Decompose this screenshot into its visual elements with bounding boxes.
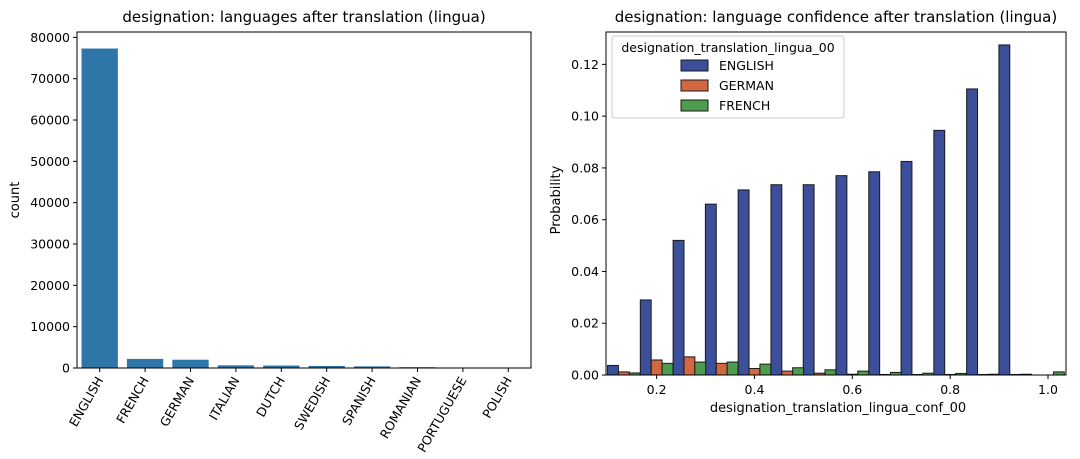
bar-french — [824, 369, 837, 376]
bar-english — [704, 203, 717, 376]
y-tick-label: 0.04 — [571, 264, 599, 279]
y-tick-label: 10000 — [30, 319, 70, 334]
y-tick-label: 0.02 — [571, 316, 599, 331]
legend-label-english: ENGLISH — [719, 58, 774, 73]
x-tick-label: GERMAN — [157, 374, 197, 429]
bar-french — [126, 358, 164, 368]
bar-german — [172, 359, 209, 368]
y-tick-label: 0.00 — [571, 368, 599, 383]
bar-english — [998, 44, 1011, 376]
x-tick-label: SPANISH — [339, 374, 379, 428]
bar-english — [835, 175, 848, 376]
bar-swedish — [308, 365, 345, 368]
bar-english — [770, 184, 783, 376]
right-chart-title: designation: language confidence after t… — [615, 8, 1057, 26]
bar-english — [607, 364, 619, 376]
x-tick-label: 0.6 — [842, 382, 862, 397]
y-tick-label: 50000 — [30, 154, 70, 169]
legend-swatch-german — [680, 79, 709, 92]
left-plot-frame — [76, 31, 532, 369]
y-tick-label: 30000 — [30, 237, 70, 252]
x-tick-label: 0.8 — [940, 382, 960, 397]
bar-spanish — [353, 366, 391, 368]
y-tick-label: 0 — [62, 361, 70, 376]
x-tick-label: 1.0 — [1038, 382, 1058, 397]
legend-label-german: GERMAN — [719, 78, 774, 93]
bar-english — [966, 88, 978, 376]
bar-english — [868, 171, 881, 376]
x-tick-label: ITALIAN — [206, 374, 243, 423]
y-tick-label: 40000 — [30, 195, 70, 210]
right-y-axis-label: Probability — [549, 165, 564, 234]
y-tick-label: 70000 — [30, 71, 70, 86]
y-tick-label: 0.06 — [571, 212, 599, 227]
bar-english — [81, 48, 118, 368]
x-tick-label: 0.4 — [745, 382, 765, 397]
left-bars — [81, 48, 527, 368]
left-y-ticks: 0 10000 20000 30000 40000 50000 60000 70000 8000… — [30, 30, 77, 376]
bar-english — [900, 160, 913, 376]
legend-box — [611, 35, 845, 119]
x-tick-label: DUTCH — [253, 374, 288, 419]
right-x-ticks: 0.2 0.4 0.6 0.8 1.0 — [647, 375, 1058, 397]
legend-swatch-french — [680, 99, 709, 112]
bar-french — [726, 361, 739, 376]
bar-french — [857, 370, 870, 376]
bar-french — [694, 361, 707, 376]
bar-dutch — [263, 365, 300, 368]
x-tick-label: POLISH — [479, 374, 515, 421]
legend: designation_translation_lingua_00 ENGLIS… — [611, 35, 845, 119]
legend-label-french: FRENCH — [719, 98, 770, 113]
legend-title: designation_translation_lingua_00 — [621, 40, 834, 55]
bar-french — [661, 362, 674, 376]
left-chart: designation: languages after translation… — [8, 8, 532, 455]
bar-italian — [217, 365, 255, 368]
bar-english — [639, 299, 652, 376]
legend-items: ENGLISH GERMAN FRENCH — [680, 58, 774, 113]
bar-english — [672, 239, 685, 376]
bar-german — [683, 356, 696, 376]
right-chart: designation: language confidence after t… — [549, 8, 1067, 416]
x-tick-label: ENGLISH — [66, 374, 106, 429]
left-x-ticks: ENGLISH FRENCH GERMAN ITALIAN DUTCH SWEDISH SP… — [66, 368, 515, 455]
bar-english — [802, 184, 815, 376]
right-plot-frame — [605, 31, 1067, 376]
bar-german — [715, 362, 728, 376]
y-tick-label: 0.08 — [571, 160, 599, 175]
left-y-axis-label: count — [8, 182, 23, 219]
bar-french — [759, 363, 772, 376]
right-bars — [607, 44, 1065, 376]
bar-french — [792, 367, 805, 376]
bar-german — [781, 370, 794, 376]
bar-english — [737, 189, 750, 376]
x-tick-label: PORTUGUESE — [414, 374, 469, 455]
bar-german — [748, 368, 761, 376]
x-tick-label: 0.2 — [647, 382, 667, 397]
right-x-axis-label: designation_translation_lingua_conf_00 — [710, 401, 966, 416]
y-tick-label: 0.12 — [571, 57, 599, 72]
x-tick-label: ROMANIAN — [377, 374, 424, 441]
right-y-ticks: 0.00 0.02 0.04 0.06 0.08 0.10 0.12 — [571, 57, 606, 383]
bar-english — [933, 129, 946, 376]
x-tick-label: SWEDISH — [291, 374, 333, 432]
y-tick-label: 80000 — [30, 30, 70, 45]
legend-swatch-english — [680, 59, 709, 72]
y-tick-label: 0.10 — [571, 109, 599, 124]
bar-german — [650, 359, 663, 376]
x-tick-label: FRENCH — [113, 374, 152, 426]
y-tick-label: 20000 — [30, 278, 70, 293]
y-tick-label: 60000 — [30, 113, 70, 128]
left-chart-title: designation: languages after translation… — [122, 8, 485, 26]
